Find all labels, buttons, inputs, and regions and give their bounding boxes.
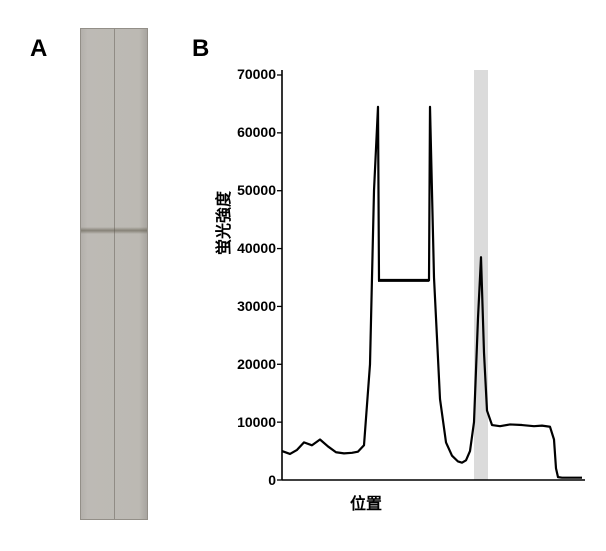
chart-svg <box>222 40 592 510</box>
gel-lane-image <box>80 28 148 520</box>
figure-root: A B 0 10000 20000 30000 40000 50000 6000… <box>0 0 606 551</box>
y-axis-label: 蛍光強度 <box>210 191 234 255</box>
x-axis-label: 位置 <box>350 490 382 514</box>
gel-midline <box>114 29 115 519</box>
gel-band <box>81 227 147 234</box>
intensity-trace <box>282 107 582 478</box>
panel-a-label: A <box>30 35 47 63</box>
panel-b-label: B <box>192 35 209 63</box>
intensity-chart: 0 10000 20000 30000 40000 50000 60000 70… <box>222 40 592 510</box>
plot-area <box>277 70 585 480</box>
